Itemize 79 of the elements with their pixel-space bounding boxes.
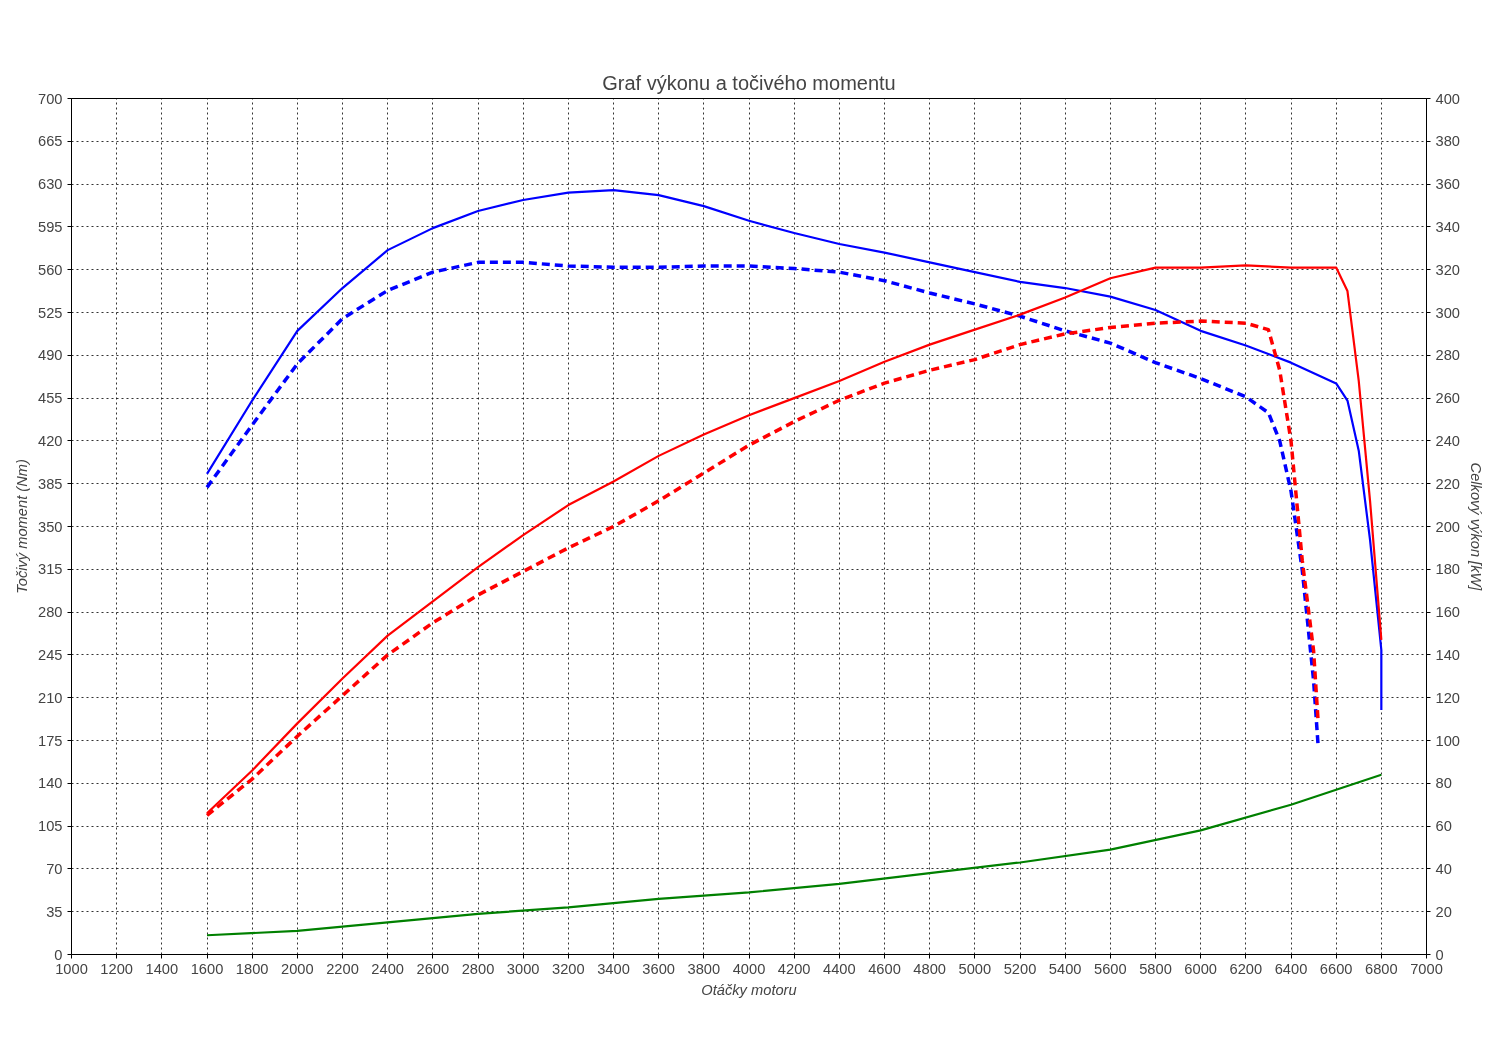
x-tick-label: 5800 — [1139, 960, 1172, 977]
x-tick-label: 3600 — [642, 960, 675, 977]
x-tick-label: 6800 — [1365, 960, 1398, 977]
y-tick-label: 140 — [38, 775, 63, 792]
y-tick-label: 105 — [38, 818, 63, 835]
y-tick-label: 0 — [54, 946, 63, 963]
y-tick-label: 385 — [38, 475, 63, 492]
y2-tick-label: 380 — [1435, 133, 1460, 150]
x-tick-label: 4400 — [823, 960, 856, 977]
x-tick-label: 1000 — [55, 960, 88, 977]
y2-tick-label: 180 — [1435, 561, 1460, 578]
y-tick-label: 245 — [38, 646, 63, 663]
x-tick-label: 1200 — [100, 960, 133, 977]
y2-axis-title: Celkový výkon [kW] — [1467, 462, 1484, 592]
x-tick-label: 6000 — [1184, 960, 1217, 977]
y2-tick-label: 340 — [1435, 218, 1460, 235]
y2-tick-label: 220 — [1435, 475, 1460, 492]
y-tick-label: 280 — [38, 604, 63, 621]
y2-tick-label: 320 — [1435, 261, 1460, 278]
y-tick-label: 630 — [38, 176, 63, 193]
y-tick-label: 525 — [38, 304, 63, 321]
x-tick-label: 1800 — [235, 960, 269, 977]
x-tick-label: 2800 — [461, 960, 495, 977]
x-tick-label: 3800 — [687, 960, 721, 977]
y-tick-label: 35 — [46, 903, 63, 920]
line-series — [205, 773, 1383, 937]
y2-tick-label: 140 — [1435, 646, 1460, 663]
y-tick-label: 490 — [38, 347, 63, 364]
y2-tick-label: 200 — [1435, 518, 1460, 535]
y2-tick-label: 400 — [1435, 90, 1460, 107]
x-tick-label: 5200 — [1003, 960, 1037, 977]
x-tick-label: 7000 — [1410, 960, 1443, 977]
x-tick-label: 2200 — [326, 960, 359, 977]
y2-tick-label: 40 — [1435, 860, 1452, 877]
x-tick-label: 4200 — [777, 960, 811, 977]
y-tick-label: 700 — [38, 90, 63, 107]
y2-tick-label: 280 — [1435, 347, 1460, 364]
x-tick-label: 2400 — [371, 960, 404, 977]
x-tick-label: 4800 — [913, 960, 946, 977]
x-tick-label: 6400 — [1274, 960, 1308, 977]
x-tick-label: 4600 — [868, 960, 901, 977]
y-tick-label: 175 — [38, 732, 63, 749]
y2-tick-label: 160 — [1435, 604, 1460, 621]
x-tick-label: 1600 — [190, 960, 224, 977]
y2-tick-label: 60 — [1435, 818, 1452, 835]
y-tick-label: 210 — [38, 689, 63, 706]
x-tick-label: 6600 — [1319, 960, 1353, 977]
y-tick-label: 350 — [38, 518, 63, 535]
x-axis-title: Otáčky motoru — [701, 981, 797, 998]
y2-tick-label: 300 — [1435, 304, 1460, 321]
x-tick-label: 6200 — [1229, 960, 1263, 977]
x-tick-label: 3400 — [597, 960, 630, 977]
x-tick-label: 5000 — [958, 960, 992, 977]
x-tick-label: 5600 — [1094, 960, 1127, 977]
y-tick-label: 595 — [38, 218, 63, 235]
y-tick-label: 315 — [38, 561, 63, 578]
x-tick-label: 3000 — [506, 960, 540, 977]
x-tick-label: 2000 — [281, 960, 314, 977]
chart-title: Graf výkonu a točivého momentu — [602, 71, 896, 94]
x-tick-label: 2600 — [416, 960, 450, 977]
y-tick-label: 560 — [38, 261, 63, 278]
x-tick-label: 5400 — [1048, 960, 1082, 977]
y2-tick-label: 80 — [1435, 775, 1452, 792]
y2-tick-label: 260 — [1435, 390, 1460, 407]
line-series — [205, 189, 1383, 712]
y-axis-title: Točivý moment (Nm) — [14, 459, 31, 594]
x-tick-label: 3200 — [552, 960, 585, 977]
y-tick-label: 70 — [46, 860, 63, 877]
x-tick-label: 1400 — [145, 960, 179, 977]
y2-tick-label: 20 — [1435, 903, 1452, 920]
y2-tick-label: 360 — [1435, 176, 1460, 193]
y-tick-label: 420 — [38, 432, 63, 449]
x-tick-label: 4000 — [732, 960, 766, 977]
y2-tick-label: 0 — [1435, 946, 1444, 963]
y2-tick-label: 100 — [1435, 732, 1460, 749]
y-tick-label: 455 — [38, 390, 63, 407]
y-tick-label: 665 — [38, 133, 63, 150]
y2-tick-label: 120 — [1435, 689, 1460, 706]
y2-tick-label: 240 — [1435, 432, 1460, 449]
